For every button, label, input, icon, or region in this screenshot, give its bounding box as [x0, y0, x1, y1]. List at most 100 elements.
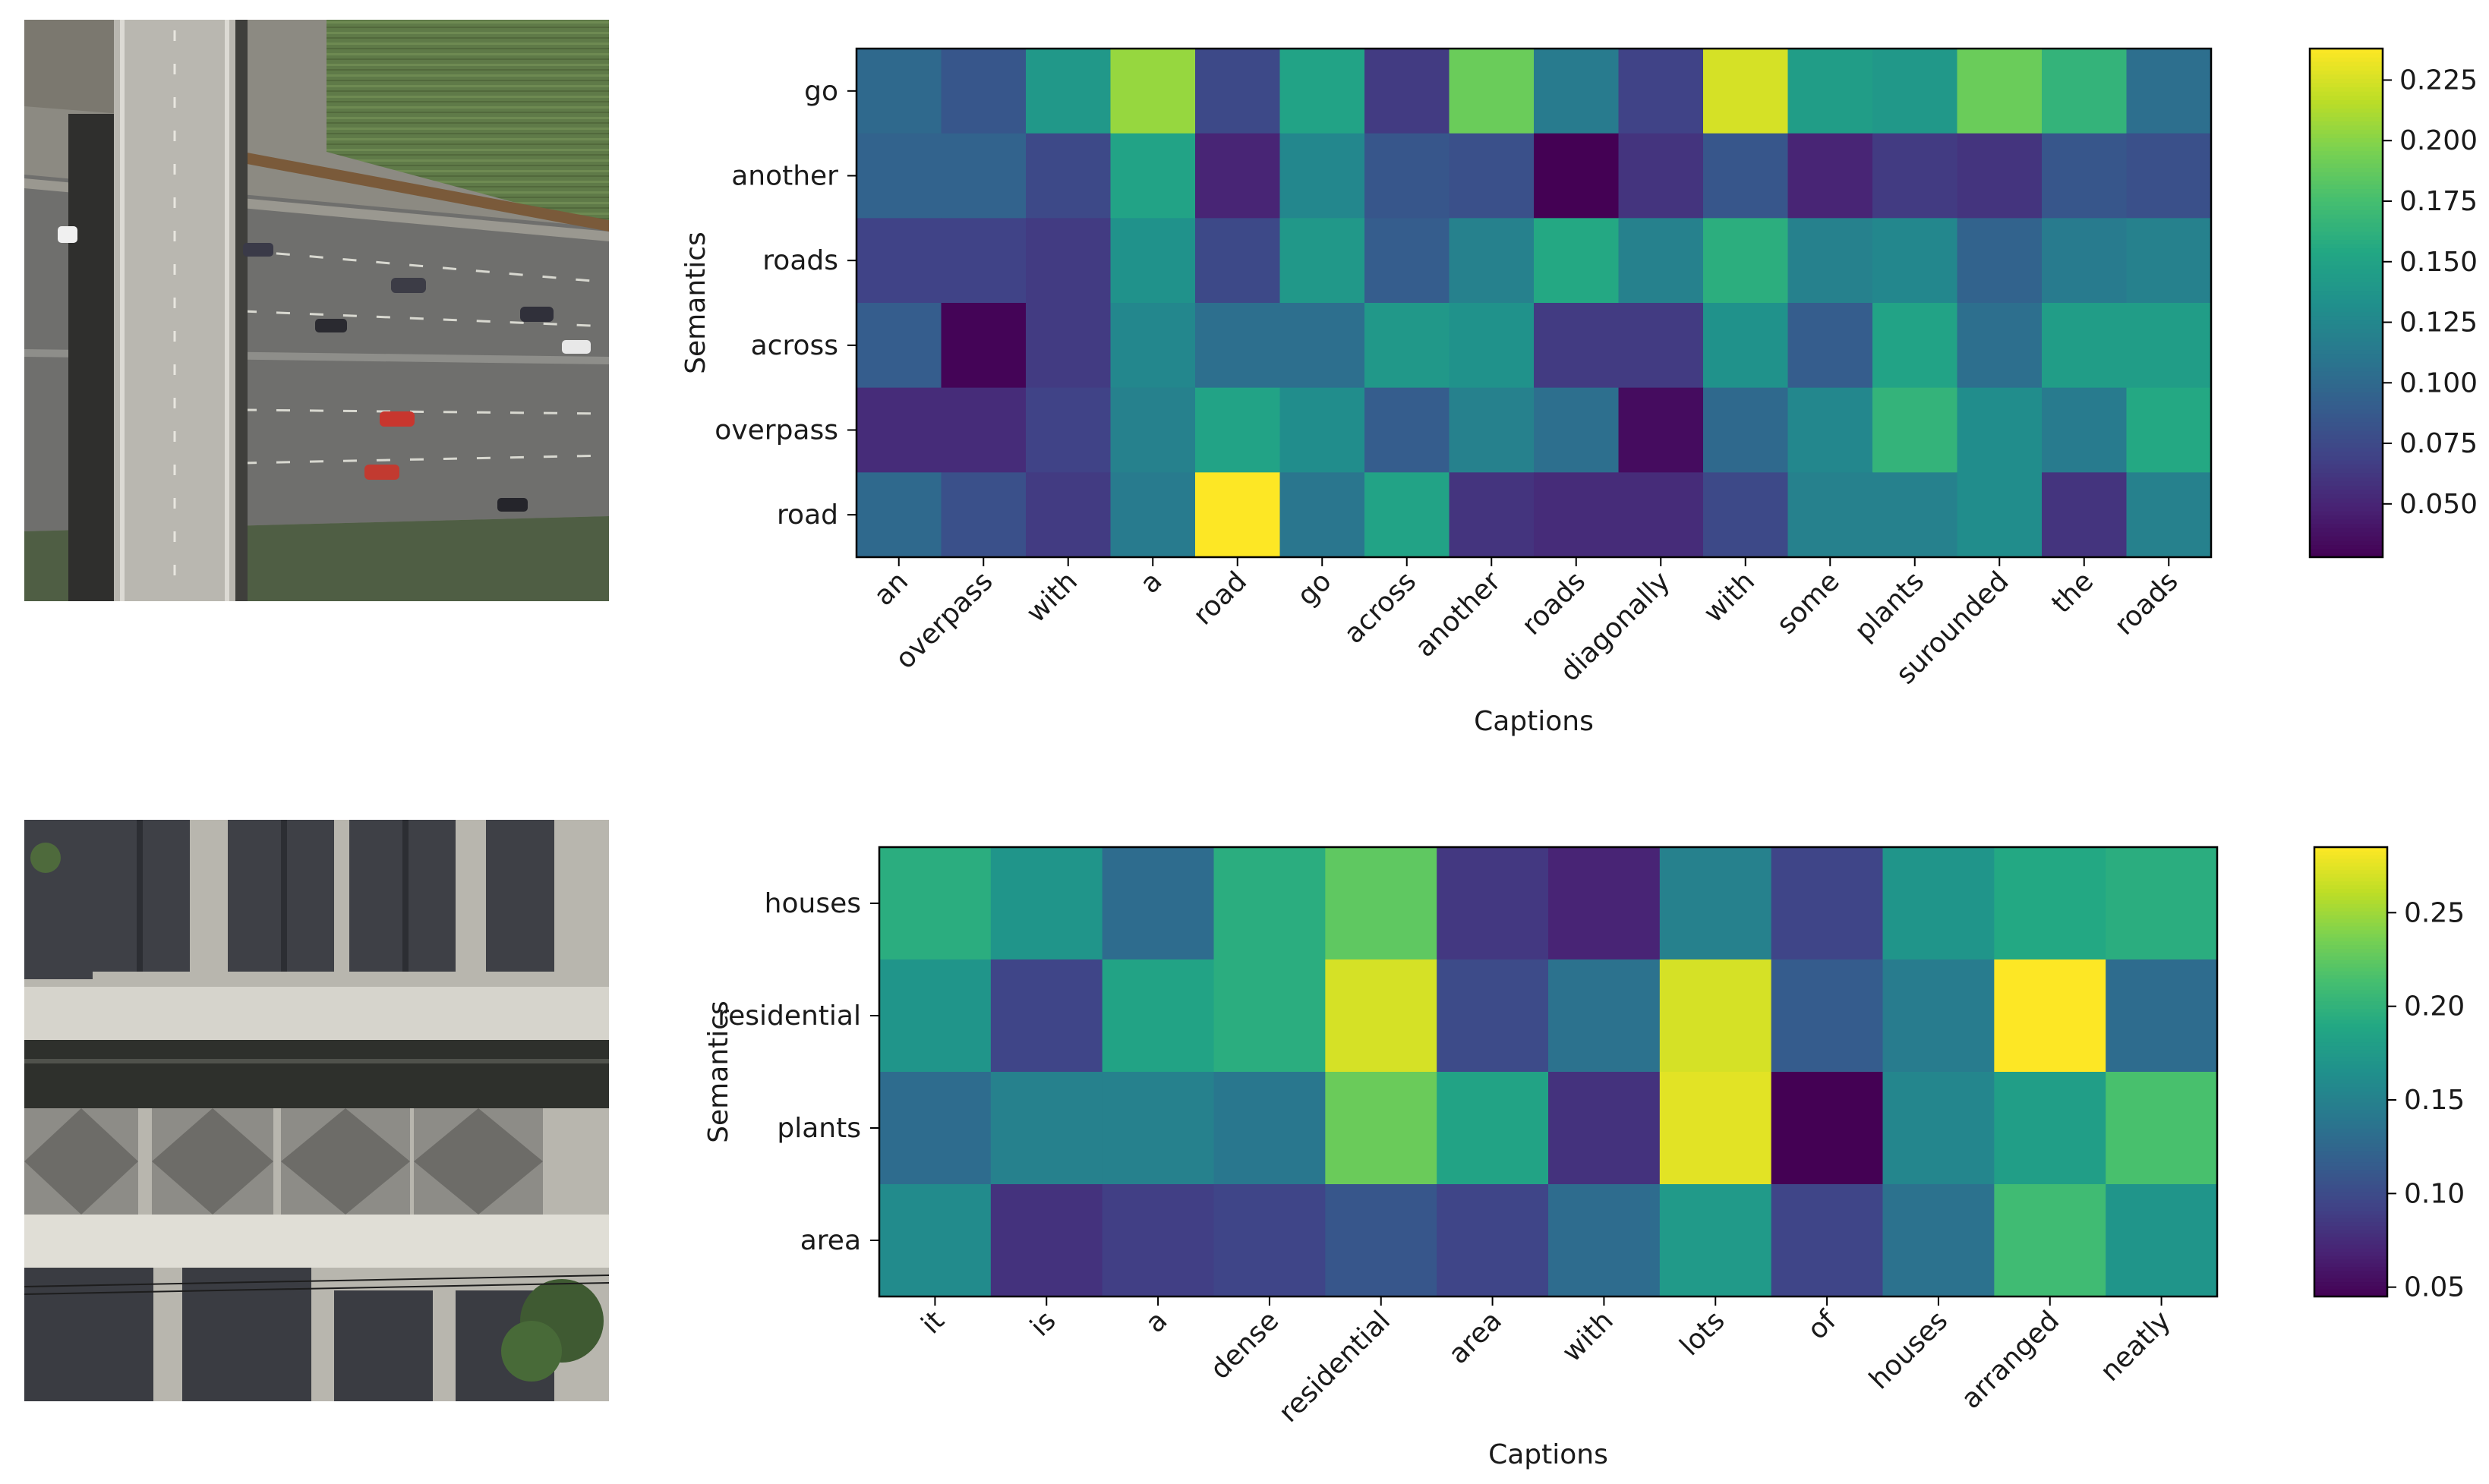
colorbar-segment — [2314, 1278, 2387, 1283]
heatmap-cell — [1279, 133, 1365, 219]
colorbar-segment — [2314, 1124, 2387, 1129]
colorbar-segment — [2314, 1139, 2387, 1144]
colorbar-segment — [2314, 1135, 2387, 1140]
x-tick-label: it — [916, 1305, 951, 1340]
colorbar-segment — [2314, 869, 2387, 874]
heatmap-cell — [856, 49, 942, 134]
heatmap-cell — [1787, 133, 1873, 219]
colorbar-segment — [2314, 1064, 2387, 1069]
colorbar-segment — [2310, 218, 2383, 223]
colorbar-segment — [2310, 476, 2383, 482]
heatmap-cell — [1534, 472, 1620, 558]
colorbar-segment — [2310, 413, 2383, 418]
heatmap-cell — [1026, 49, 1112, 134]
colorbar-segment — [2314, 940, 2387, 946]
x-tick-label: road — [1188, 566, 1253, 631]
y-tick-label: houses — [765, 888, 861, 919]
colorbar-segment — [2310, 103, 2383, 109]
colorbar-segment — [2310, 417, 2383, 423]
heatmap-cell — [1195, 303, 1281, 389]
heatmap-cell — [990, 1184, 1103, 1297]
colorbar-segment — [2310, 159, 2383, 164]
colorbar-segment — [2310, 408, 2383, 414]
colorbar-segment — [2310, 65, 2383, 71]
heatmap-cell — [1449, 133, 1535, 219]
colorbar-segment — [2314, 959, 2387, 964]
heatmap-cell — [1882, 1184, 1995, 1297]
colorbar-segment — [2310, 61, 2383, 67]
colorbar-segment — [2310, 518, 2383, 525]
heatmap-cell — [1195, 49, 1281, 134]
colorbar-segment — [2310, 421, 2383, 427]
colorbar-segment — [2314, 1221, 2387, 1227]
colorbar-segment — [2314, 1045, 2387, 1051]
heatmap-cell — [2042, 472, 2128, 558]
heatmap-cell — [1102, 1072, 1215, 1185]
heatmap-cell — [1213, 1184, 1326, 1297]
x-tick-label: dense — [1204, 1305, 1285, 1385]
colorbar-segment — [2314, 903, 2387, 908]
colorbar-segment — [2310, 180, 2383, 185]
heatmap-cell — [1449, 387, 1535, 473]
heatmap-cell — [1279, 472, 1365, 558]
colorbar-segment — [2314, 978, 2387, 983]
heatmap-cell — [1548, 847, 1661, 960]
heatmap-cell — [2042, 387, 2128, 473]
heatmap-cell — [1449, 303, 1535, 389]
heatmap-cell — [2126, 49, 2212, 134]
heatmap-cell — [1872, 472, 1958, 558]
colorbar-segment — [2314, 1177, 2387, 1181]
colorbar-segment — [2310, 472, 2383, 477]
colorbar-segment — [2310, 167, 2383, 172]
colorbar-segment — [2310, 349, 2383, 354]
colorbar-segment — [2314, 1086, 2387, 1092]
colorbar-segment — [2314, 865, 2387, 871]
colorbar-segment — [2310, 370, 2383, 376]
colorbar-segment — [2310, 243, 2383, 249]
colorbar-segment — [2310, 392, 2383, 397]
colorbar: 0.050 0.075 0.100 0.125 0.150 0.175 0.200 0.225 — [2308, 47, 2478, 559]
heatmap-cell — [1882, 1072, 1995, 1185]
x-tick-label: the — [2046, 566, 2099, 619]
colorbar-segment — [2310, 323, 2383, 329]
heatmap-cell — [1026, 218, 1112, 304]
colorbar-segment — [2310, 455, 2383, 461]
heatmap-cell — [1882, 847, 1995, 960]
heatmap-cell — [879, 847, 992, 960]
colorbar-segment — [2310, 510, 2383, 515]
heatmap-cell — [1534, 303, 1620, 389]
heatmap-cell — [1771, 1072, 1884, 1185]
colorbar-segment — [2310, 124, 2383, 130]
heatmap-cell — [879, 1072, 992, 1185]
colorbar-segment — [2314, 892, 2387, 896]
colorbar-segment — [2314, 966, 2387, 972]
colorbar-segment — [2310, 247, 2383, 253]
y-tick-label: residential — [718, 1000, 861, 1032]
heatmap-cell — [1957, 303, 2043, 389]
colorbar-segment — [2310, 345, 2383, 351]
colorbar-segment — [2310, 303, 2383, 308]
colorbar-segment — [2314, 1120, 2387, 1125]
x-tick-label: area — [1443, 1305, 1508, 1370]
heatmap-cell — [1437, 1072, 1549, 1185]
colorbar-segment — [2314, 1240, 2387, 1245]
colorbar-segment — [2314, 1131, 2387, 1136]
heatmap-cell — [1102, 1184, 1215, 1297]
heatmap-cell — [1279, 387, 1365, 473]
colorbar-tick-label: 0.05 — [2404, 1272, 2465, 1303]
colorbar-segment — [2314, 963, 2387, 968]
heatmap-cell — [2126, 387, 2212, 473]
x-tick-label: with — [1021, 566, 1084, 629]
heatmap-cell — [1703, 49, 1789, 134]
y-tick-label: go — [804, 76, 838, 107]
colorbar-segment — [2310, 362, 2383, 367]
colorbar-segment — [2314, 1195, 2387, 1200]
colorbar-segment — [2314, 1285, 2387, 1290]
colorbar-segment — [2314, 1169, 2387, 1174]
colorbar-tick-label: 0.20 — [2404, 991, 2465, 1022]
heatmap-cell — [1325, 1184, 1437, 1297]
colorbar-segment — [2314, 933, 2387, 938]
colorbar-segment — [2310, 273, 2383, 279]
